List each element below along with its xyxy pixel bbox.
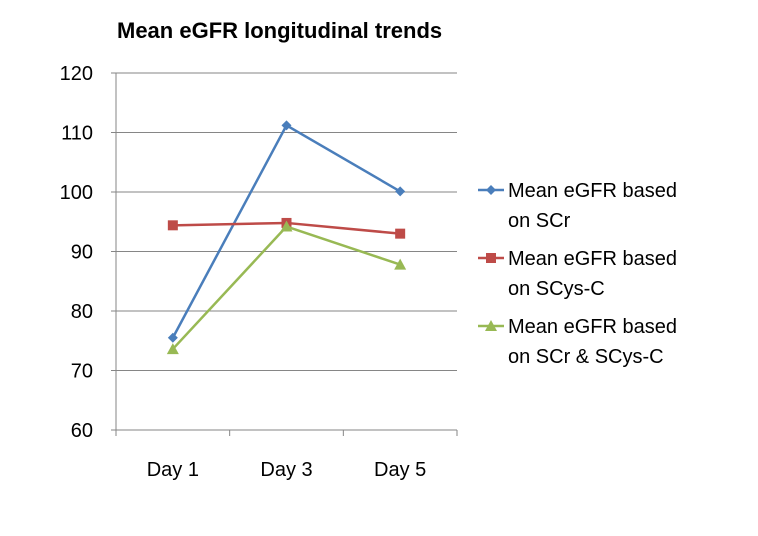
data-point <box>281 120 292 131</box>
gridlines <box>116 72 457 371</box>
y-tick-label: 110 <box>61 123 93 145</box>
series-line <box>171 225 401 350</box>
y-tick-label: 80 <box>71 301 93 323</box>
y-tick-label: 120 <box>60 63 93 85</box>
legend-label: on SCys-C <box>508 278 605 300</box>
legend-marker <box>486 185 496 195</box>
x-tick-label: Day 1 <box>147 459 199 481</box>
legend-label: on SCr & SCys-C <box>508 346 664 368</box>
x-tick-label: Day 5 <box>374 459 426 481</box>
y-tick-label: 90 <box>71 242 93 264</box>
x-tick-label: Day 3 <box>260 459 312 481</box>
data-point <box>167 332 178 343</box>
legend-label: Mean eGFR based <box>508 248 677 270</box>
y-tick-label: 100 <box>60 182 93 204</box>
y-tick-label: 70 <box>71 361 93 383</box>
data-point <box>395 186 406 197</box>
data-point <box>166 343 179 355</box>
data-point <box>167 220 178 231</box>
y-tick-labels: 60 70 80 90 100 110 120 <box>60 63 93 442</box>
y-tick-label: 60 <box>71 420 93 442</box>
data-point <box>280 220 293 232</box>
x-tick-labels: Day 1 Day 3 Day 5 <box>147 459 427 481</box>
legend-label: Mean eGFR based <box>508 316 677 338</box>
data-point <box>394 258 407 270</box>
legend: Mean eGFR based on SCr Mean eGFR based on S… <box>478 180 677 368</box>
legend-marker <box>485 320 497 331</box>
data-series <box>166 120 407 355</box>
axes <box>111 72 458 436</box>
legend-label: on SCr <box>508 210 571 232</box>
legend-label: Mean eGFR based <box>508 180 677 202</box>
chart-title: Mean eGFR longitudinal trends <box>117 18 442 43</box>
data-point <box>395 228 406 239</box>
legend-marker <box>486 253 496 263</box>
